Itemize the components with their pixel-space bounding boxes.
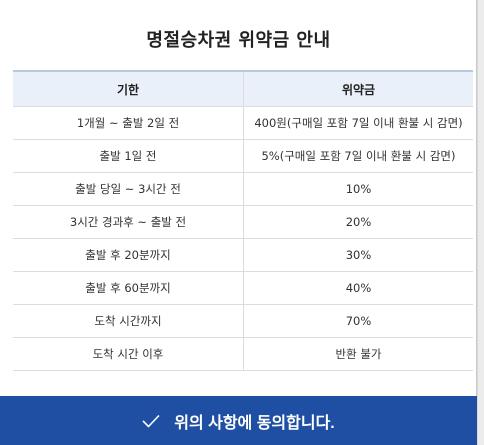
scrollbar-track[interactable] bbox=[478, 0, 484, 445]
agree-button-label: 위의 사항에 동의합니다. bbox=[174, 414, 335, 432]
table-row: 1개월 ~ 출발 2일 전 400원(구매일 포함 7일 이내 환불 시 감면) bbox=[13, 106, 473, 140]
check-icon bbox=[142, 414, 160, 428]
period-cell: 도착 시간까지 bbox=[13, 304, 244, 338]
table-row: 출발 1일 전 5%(구매일 포함 7일 이내 환불 시 감면) bbox=[13, 139, 473, 173]
fee-cell: 40% bbox=[243, 271, 473, 305]
fee-cell: 400원(구매일 포함 7일 이내 환불 시 감면) bbox=[243, 106, 473, 140]
dialog-title: 명절승차권 위약금 안내 bbox=[146, 30, 331, 51]
period-cell: 도착 시간 이후 bbox=[13, 337, 244, 371]
period-cell: 출발 후 20분까지 bbox=[13, 238, 244, 272]
table-row: 3시간 경과후 ~ 출발 전 20% bbox=[13, 205, 473, 239]
period-cell: 1개월 ~ 출발 2일 전 bbox=[13, 106, 244, 140]
fee-cell: 5%(구매일 포함 7일 이내 환불 시 감면) bbox=[243, 139, 473, 173]
fee-cell: 반환 불가 bbox=[243, 337, 473, 371]
period-cell: 출발 후 60분까지 bbox=[13, 271, 244, 305]
fee-cell: 20% bbox=[243, 205, 473, 239]
table-header-row: 기한 위약금 bbox=[13, 70, 473, 107]
table-row: 도착 시간까지 70% bbox=[13, 304, 473, 338]
period-cell: 출발 1일 전 bbox=[13, 139, 244, 173]
table-row: 출발 당일 ~ 3시간 전 10% bbox=[13, 172, 473, 206]
column-header-fee: 위약금 bbox=[243, 70, 473, 107]
table-row: 출발 후 20분까지 30% bbox=[13, 238, 473, 272]
table-row: 도착 시간 이후 반환 불가 bbox=[13, 337, 473, 371]
agree-button[interactable]: 위의 사항에 동의합니다. bbox=[0, 396, 477, 445]
penalty-table: 기한 위약금 1개월 ~ 출발 2일 전 400원(구매일 포함 7일 이내 환… bbox=[13, 70, 473, 371]
period-cell: 3시간 경과후 ~ 출발 전 bbox=[13, 205, 244, 239]
fee-cell: 10% bbox=[243, 172, 473, 206]
period-cell: 출발 당일 ~ 3시간 전 bbox=[13, 172, 244, 206]
fee-cell: 30% bbox=[243, 238, 473, 272]
fee-cell: 70% bbox=[243, 304, 473, 338]
table-row: 출발 후 60분까지 40% bbox=[13, 271, 473, 305]
column-header-period: 기한 bbox=[13, 70, 244, 107]
